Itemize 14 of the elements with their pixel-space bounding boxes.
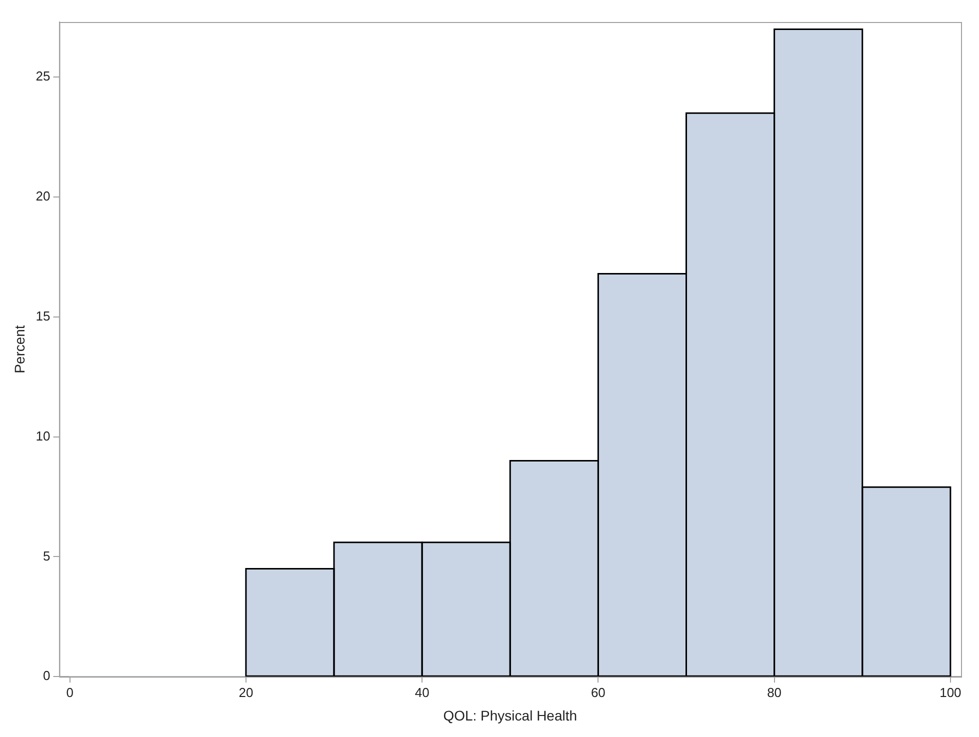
x-tick-label: 20 — [238, 684, 254, 700]
x-axis-title: QOL: Physical Health — [443, 707, 578, 724]
y-tick-label: 20 — [36, 188, 50, 204]
x-tick-label: 100 — [940, 684, 962, 700]
y-tick-label: 0 — [43, 668, 50, 684]
y-axis-title: Percent — [11, 325, 28, 374]
x-tick-label: 0 — [66, 684, 74, 700]
y-tick-label: 10 — [36, 428, 50, 444]
y-tick-label: 5 — [43, 548, 50, 564]
x-tick-label: 40 — [414, 684, 430, 700]
x-tick-label: 60 — [590, 684, 606, 700]
y-tick-label: 15 — [36, 308, 50, 324]
y-tick-label: 25 — [36, 68, 50, 84]
x-tick-label: 80 — [767, 684, 782, 700]
